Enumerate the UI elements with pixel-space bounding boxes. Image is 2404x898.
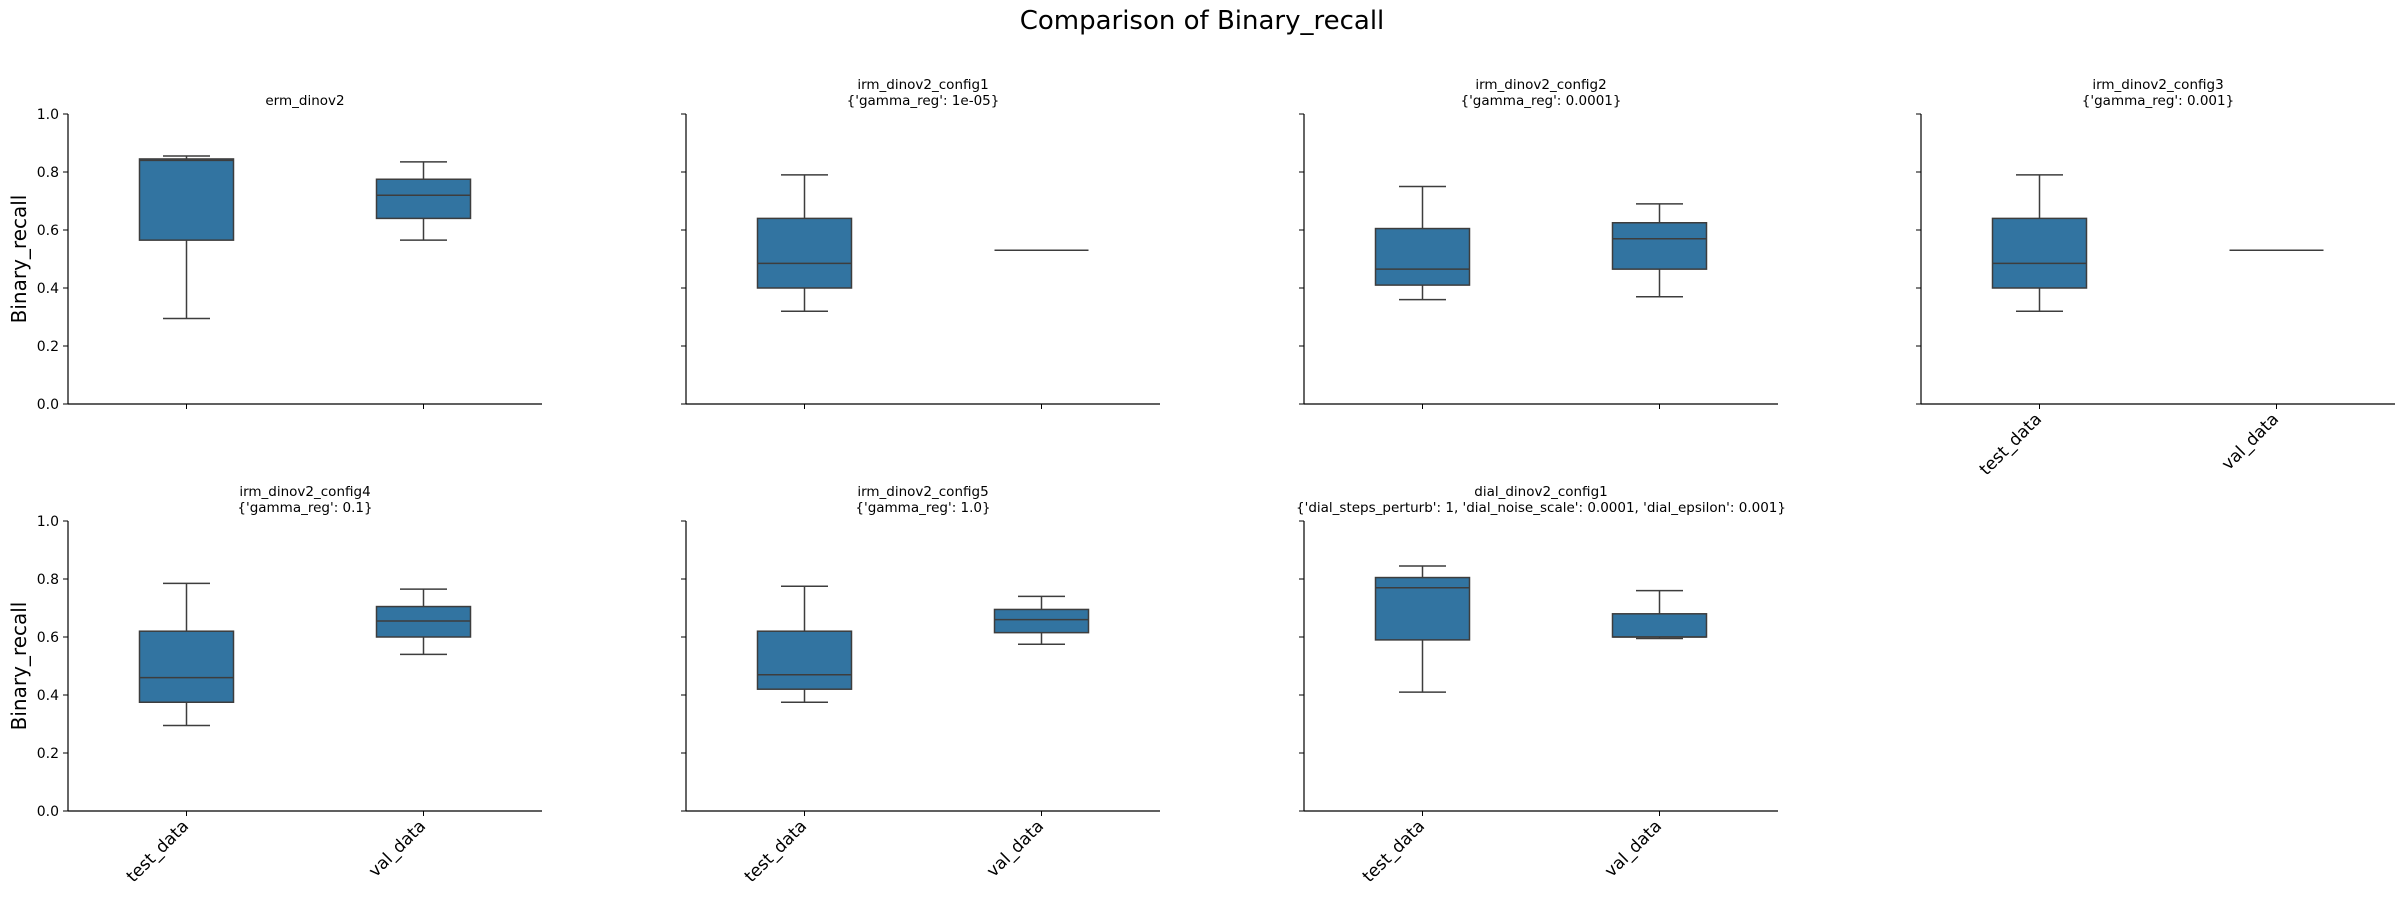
box-body <box>756 630 853 690</box>
box-test_data <box>756 174 853 312</box>
box-body <box>993 608 1090 634</box>
subplot-2: irm_dinov2_config1{'gamma_reg': 1e-05} <box>681 77 1160 409</box>
subplot-title: dial_dinov2_config1 <box>1474 484 1607 500</box>
subplot-7: dial_dinov2_config1{'dial_steps_perturb'… <box>1296 484 1786 887</box>
box-val_data <box>993 595 1090 645</box>
box-test_data <box>756 585 853 703</box>
box-test_data <box>1374 185 1471 301</box>
box-val_data <box>1611 203 1708 298</box>
box-test_data <box>1374 565 1471 693</box>
box-body <box>138 158 235 241</box>
x-tick-label: val_data <box>365 816 430 881</box>
y-tick-label: 0.2 <box>37 746 59 762</box>
subplot-title: {'gamma_reg': 0.001} <box>2082 93 2234 109</box>
y-tick-label: 0.6 <box>37 630 59 646</box>
subplot-title: {'gamma_reg': 1e-05} <box>847 93 1000 109</box>
y-tick-label: 0.4 <box>37 688 59 704</box>
y-tick-label: 1.0 <box>37 514 59 530</box>
subplot-title: erm_dinov2 <box>265 93 344 109</box>
box-test_data <box>138 155 235 320</box>
subplot-1: erm_dinov2 0.0 0.2 0.4 0.6 0.8 1.0 Binary_recal… <box>7 93 542 413</box>
box-body <box>1611 222 1708 270</box>
y-axis-label: Binary_recall <box>7 195 31 324</box>
subplot-title: irm_dinov2_config2 <box>1475 77 1606 93</box>
subplot-3: irm_dinov2_config2{'gamma_reg': 0.0001} <box>1299 77 1778 409</box>
subplot-title: {'gamma_reg': 0.0001} <box>1461 93 1622 109</box>
y-tick-label: 0.6 <box>37 223 59 239</box>
subplot-title: {'gamma_reg': 0.1} <box>237 500 372 516</box>
subplot-title: irm_dinov2_config1 <box>857 77 988 93</box>
x-tick-label: val_data <box>983 816 1048 881</box>
box-body <box>375 178 472 220</box>
y-tick-label: 0.0 <box>37 804 59 820</box>
subplot-title: irm_dinov2_config3 <box>2092 77 2223 93</box>
box-body <box>1991 217 2088 289</box>
box-body <box>138 630 235 704</box>
subplot-4: irm_dinov2_config3{'gamma_reg': 0.001} te… <box>1916 77 2395 480</box>
x-tick-label: test_data <box>123 816 193 886</box>
y-tick-label: 0.8 <box>37 165 59 181</box>
box-body <box>1611 613 1708 638</box>
box-body <box>1374 227 1471 286</box>
box-test_data <box>1991 174 2088 312</box>
x-tick-label: test_data <box>1359 816 1429 886</box>
box-body <box>756 217 853 289</box>
x-tick-label: val_data <box>2218 409 2283 474</box>
chart-suptitle: Comparison of Binary_recall <box>1020 6 1385 36</box>
subplot-title: irm_dinov2_config5 <box>857 484 988 500</box>
y-axis-label: Binary_recall <box>7 602 31 731</box>
box-val_data <box>1611 589 1708 640</box>
box-val_data <box>375 588 472 656</box>
y-tick-label: 0.0 <box>37 397 59 413</box>
subplot-title: irm_dinov2_config4 <box>239 484 370 500</box>
y-tick-label: 0.4 <box>37 281 59 297</box>
subplot-title: {'dial_steps_perturb': 1, 'dial_noise_sc… <box>1296 500 1786 516</box>
x-tick-label: test_data <box>741 816 811 886</box>
subplot-5: irm_dinov2_config4{'gamma_reg': 0.1} 0.0 0… <box>7 484 542 887</box>
y-tick-label: 0.8 <box>37 572 59 588</box>
box-test_data <box>138 582 235 727</box>
y-tick-label: 0.2 <box>37 339 59 355</box>
box-body <box>1374 576 1471 641</box>
subplot-6: irm_dinov2_config5{'gamma_reg': 1.0} test… <box>681 484 1160 887</box>
box-val_data <box>375 161 472 241</box>
subplot-title: {'gamma_reg': 1.0} <box>855 500 990 516</box>
x-tick-label: val_data <box>1601 816 1666 881</box>
y-tick-label: 1.0 <box>37 107 59 123</box>
x-tick-label: test_data <box>1976 409 2046 479</box>
